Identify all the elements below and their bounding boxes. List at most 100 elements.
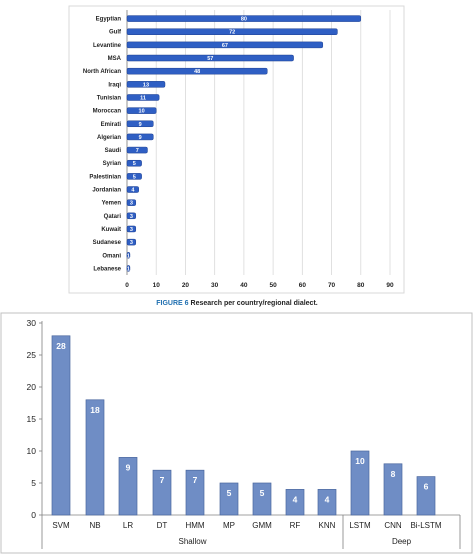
bottom-y-tick-label: 5 bbox=[31, 478, 36, 488]
top-bar bbox=[126, 146, 148, 154]
figure-caption-text: Research per country/regional dialect. bbox=[188, 300, 318, 307]
bottom-bar-value-label: 5 bbox=[260, 488, 265, 498]
top-bar bbox=[126, 67, 268, 75]
top-bar-value-label: 11 bbox=[140, 95, 146, 101]
top-category-label: Sudanese bbox=[93, 240, 122, 246]
top-bar-value-label: 5 bbox=[133, 174, 136, 180]
top-category-label: Kuwait bbox=[101, 227, 121, 233]
top-x-tick-label: 90 bbox=[386, 282, 394, 289]
top-bar bbox=[126, 120, 154, 128]
bottom-y-tick-label: 30 bbox=[27, 318, 37, 328]
top-bar-value-label: 3 bbox=[130, 227, 133, 233]
bottom-category-label: Bi-LSTM bbox=[410, 521, 441, 530]
bottom-bar-value-label: 18 bbox=[90, 405, 100, 415]
top-bar-value-label: 1 bbox=[127, 253, 130, 259]
top-category-label: Palestinian bbox=[89, 174, 121, 180]
top-bar-value-label: 3 bbox=[130, 201, 133, 207]
bottom-category-label: NB bbox=[89, 521, 100, 530]
top-category-label: Yemen bbox=[102, 201, 122, 207]
top-category-label: Gulf bbox=[109, 30, 122, 36]
bottom-category-label: GMM bbox=[252, 521, 272, 530]
top-bar bbox=[126, 225, 137, 233]
top-category-label: North African bbox=[83, 69, 121, 75]
bottom-bar bbox=[350, 450, 370, 516]
top-category-label: Jordanian bbox=[92, 188, 121, 194]
bottom-category-label: LR bbox=[123, 521, 133, 530]
top-category-label: Lebanese bbox=[93, 266, 121, 272]
bottom-bar bbox=[118, 457, 138, 516]
bottom-bar bbox=[152, 469, 172, 516]
figure-label: FIGURE 6 bbox=[156, 300, 189, 307]
top-chart-frame bbox=[68, 5, 405, 294]
bottom-bar-value-label: 4 bbox=[293, 494, 298, 504]
bottom-bar-value-label: 7 bbox=[193, 475, 198, 485]
bottom-y-tick-label: 10 bbox=[27, 446, 37, 456]
top-bar bbox=[126, 173, 142, 180]
top-x-tick-label: 0 bbox=[125, 282, 129, 289]
top-bar-value-label: 5 bbox=[133, 161, 136, 167]
bottom-y-tick-label: 20 bbox=[27, 382, 37, 392]
top-bar bbox=[126, 28, 338, 35]
top-bar-value-label: 10 bbox=[139, 109, 145, 115]
figure-caption: FIGURE 6 Research per country/regional d… bbox=[0, 300, 474, 307]
top-category-label: MSA bbox=[108, 56, 122, 62]
bottom-y-tick-label: 25 bbox=[27, 350, 37, 360]
bottom-category-label: RF bbox=[290, 521, 301, 530]
top-x-tick-label: 50 bbox=[269, 282, 277, 289]
top-bar-value-label: 72 bbox=[229, 30, 235, 36]
top-bar-value-label: 13 bbox=[143, 82, 149, 88]
bottom-category-label: SVM bbox=[52, 521, 70, 530]
bottom-category-label: DT bbox=[157, 521, 168, 530]
bottom-category-label: MP bbox=[223, 521, 235, 530]
top-category-label: Egyptian bbox=[96, 17, 122, 23]
top-bar-value-label: 48 bbox=[194, 69, 200, 75]
bottom-bar-value-label: 10 bbox=[355, 456, 365, 466]
top-x-tick-label: 70 bbox=[328, 282, 336, 289]
group-label: Shallow bbox=[178, 537, 206, 546]
top-bar bbox=[126, 212, 137, 220]
top-x-tick-label: 80 bbox=[357, 282, 365, 289]
top-category-label: Levantine bbox=[93, 43, 122, 49]
bottom-category-label: CNN bbox=[384, 521, 402, 530]
top-bar-value-label: 3 bbox=[130, 240, 133, 246]
bottom-category-label: KNN bbox=[319, 521, 336, 530]
bottom-bar-value-label: 9 bbox=[126, 462, 131, 472]
top-category-label: Omani bbox=[102, 253, 121, 259]
top-bar bbox=[126, 107, 157, 114]
top-category-label: Iraqi bbox=[108, 82, 121, 88]
group-label: Deep bbox=[392, 537, 412, 546]
bottom-category-label: LSTM bbox=[349, 521, 371, 530]
bottom-bar bbox=[317, 489, 337, 516]
bottom-y-tick-label: 0 bbox=[31, 510, 36, 520]
top-bar bbox=[126, 238, 137, 246]
top-category-label: Tunisian bbox=[97, 95, 122, 101]
bottom-bar bbox=[285, 489, 305, 516]
top-bar bbox=[126, 186, 139, 193]
top-bar bbox=[126, 54, 294, 62]
bottom-bar bbox=[85, 399, 105, 516]
top-bar-value-label: 4 bbox=[131, 188, 135, 194]
bottom-chart-frame bbox=[0, 312, 473, 554]
top-x-tick-label: 40 bbox=[240, 282, 248, 289]
top-bar-value-label: 1 bbox=[127, 266, 130, 272]
bottom-bar-value-label: 7 bbox=[160, 475, 165, 485]
top-bar bbox=[126, 81, 166, 88]
top-bar bbox=[126, 41, 324, 49]
bottom-bar-value-label: 4 bbox=[325, 494, 330, 504]
top-bar bbox=[126, 265, 131, 272]
top-bar-value-label: 9 bbox=[139, 122, 142, 128]
top-x-tick-label: 10 bbox=[153, 282, 161, 289]
top-category-label: Qatari bbox=[104, 214, 122, 220]
bottom-bar bbox=[383, 463, 403, 516]
bottom-y-tick-label: 15 bbox=[27, 414, 37, 424]
bottom-bar bbox=[219, 482, 239, 516]
top-bar-value-label: 9 bbox=[139, 135, 142, 141]
top-bar-value-label: 80 bbox=[241, 17, 247, 23]
top-bar bbox=[126, 159, 142, 167]
top-bar-value-label: 67 bbox=[222, 43, 228, 49]
top-bar-value-label: 3 bbox=[130, 214, 133, 220]
bottom-bar bbox=[185, 469, 205, 516]
top-x-tick-label: 20 bbox=[182, 282, 190, 289]
method-usage-bar-chart: 0 5 10 15 20 25 30 28 18 9 7 7 5 5 4 4 10 8 6 SVM NB LR DT HM… bbox=[0, 312, 473, 554]
